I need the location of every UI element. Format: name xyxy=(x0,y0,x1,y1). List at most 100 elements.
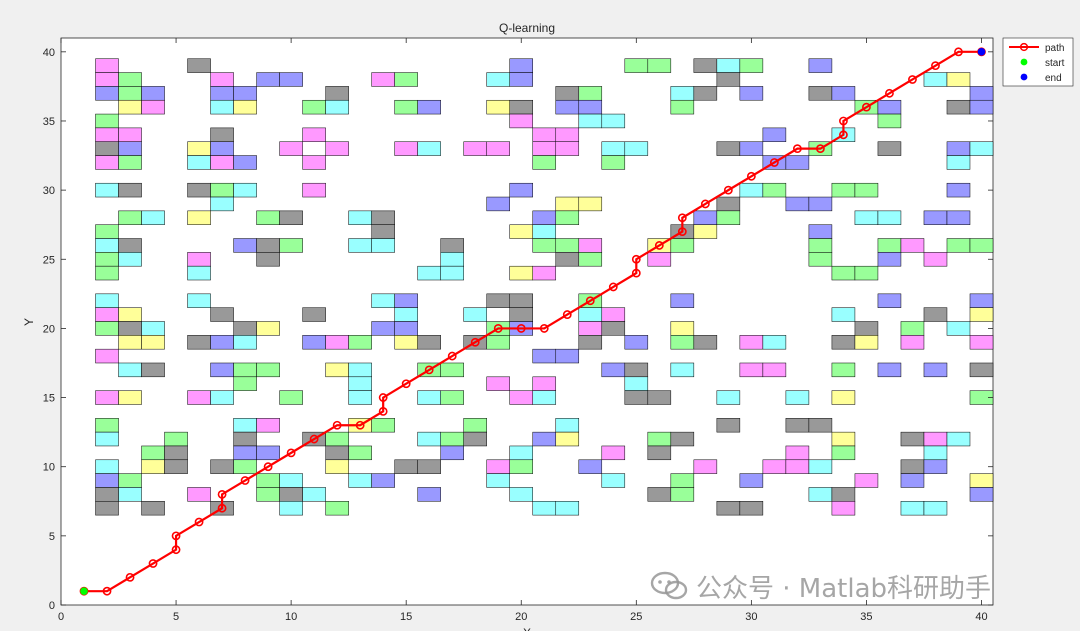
obstacle-cell xyxy=(187,293,211,308)
obstacle-cell xyxy=(302,99,326,115)
obstacle-cell xyxy=(946,210,971,225)
obstacle-cell xyxy=(716,390,741,405)
obstacle-cell xyxy=(877,293,902,308)
obstacle-cell xyxy=(647,487,672,502)
obstacle-cell xyxy=(210,72,234,87)
obstacle-cell xyxy=(187,390,211,405)
obstacle-cell xyxy=(187,487,211,502)
obstacle-cell xyxy=(854,182,879,198)
y-tick-label: 20 xyxy=(43,323,55,335)
path-point xyxy=(816,144,825,154)
obstacle-cell xyxy=(95,182,119,198)
obstacle-cell xyxy=(187,182,211,198)
axis-ticks: 0 5 10 15 20 25 30 35 40 0 5 10 15 20 25 30 35 40 xyxy=(43,38,993,623)
obstacle-cell xyxy=(279,487,303,502)
legend[interactable]: path start end xyxy=(1002,37,1074,87)
obstacle-cell xyxy=(693,459,718,474)
obstacle-cell xyxy=(808,487,833,502)
obstacle-cell xyxy=(670,321,695,336)
obstacle-cell xyxy=(187,155,211,170)
path-point xyxy=(493,324,503,333)
obstacle-cell xyxy=(877,362,902,378)
obstacle-cell xyxy=(647,58,672,73)
obstacle-cell xyxy=(555,127,580,142)
obstacle-cell xyxy=(141,321,165,336)
obstacle-cell xyxy=(210,99,234,115)
obstacle-cell xyxy=(279,501,303,516)
obstacle-cell xyxy=(532,348,557,364)
obstacle-cell xyxy=(762,362,787,378)
obstacle-cell xyxy=(95,501,119,516)
obstacle-cell xyxy=(509,459,534,474)
obstacle-cell xyxy=(348,445,372,461)
obstacle-cell xyxy=(532,224,557,239)
obstacle-cell xyxy=(486,335,510,350)
obstacle-cell xyxy=(371,210,395,225)
obstacle-cell xyxy=(923,362,948,378)
obstacle-cell xyxy=(256,252,280,267)
obstacle-cell xyxy=(118,141,142,156)
obstacle-cell xyxy=(210,196,234,212)
obstacle-cell xyxy=(233,362,257,378)
obstacle-cell xyxy=(210,307,234,322)
obstacle-cell xyxy=(141,362,165,378)
path-point xyxy=(424,365,434,375)
obstacle-cell xyxy=(95,487,119,502)
obstacle-cell xyxy=(417,141,441,156)
path-point xyxy=(263,462,273,472)
obstacle-cell xyxy=(118,362,142,378)
obstacle-cell xyxy=(440,431,464,447)
obstacle-cell xyxy=(578,238,603,253)
obstacle-cell xyxy=(187,210,211,225)
obstacle-cell xyxy=(95,431,119,447)
obstacle-cell xyxy=(624,335,649,350)
obstacle-cell xyxy=(118,210,142,225)
obstacle-cell xyxy=(578,113,603,129)
obstacle-cell xyxy=(325,445,349,461)
obstacle-cell xyxy=(808,196,833,212)
path-point xyxy=(240,476,250,485)
obstacle-cell xyxy=(578,196,603,212)
obstacle-cell xyxy=(233,238,257,253)
obstacle-cell xyxy=(509,265,534,281)
obstacle-cell xyxy=(877,210,902,225)
obstacle-cell xyxy=(95,265,119,281)
obstacle-cell xyxy=(808,252,833,267)
obstacle-cell xyxy=(141,459,165,474)
obstacle-cell xyxy=(555,99,580,115)
obstacle-cell xyxy=(95,72,119,87)
obstacle-cell xyxy=(509,293,534,308)
obstacle-cell xyxy=(302,487,326,502)
obstacle-cell xyxy=(555,86,580,101)
path-point xyxy=(631,254,641,264)
obstacle-cell xyxy=(601,113,626,129)
obstacle-cell xyxy=(739,335,764,350)
obstacle-cell xyxy=(831,431,856,447)
obstacle-cell xyxy=(187,58,211,73)
obstacle-cell xyxy=(233,321,257,336)
obstacle-cell xyxy=(624,362,649,378)
obstacle-cell xyxy=(923,501,948,516)
obstacle-cell xyxy=(762,459,787,474)
obstacle-cell xyxy=(95,321,119,336)
obstacle-cell xyxy=(532,376,557,391)
obstacle-cell xyxy=(509,487,534,502)
obstacle-cell xyxy=(555,196,580,212)
obstacle-cell xyxy=(417,431,441,447)
obstacle-cell xyxy=(601,473,626,488)
obstacle-cell xyxy=(693,86,718,101)
obstacle-cell xyxy=(279,390,303,405)
obstacle-cell xyxy=(187,265,211,281)
obstacle-cell xyxy=(417,265,441,281)
obstacle-cell xyxy=(187,335,211,350)
obstacle-cell xyxy=(946,72,971,87)
path-point xyxy=(562,310,572,319)
obstacle-cell xyxy=(555,238,580,253)
path-point xyxy=(378,406,388,416)
obstacle-cell xyxy=(233,376,257,391)
obstacle-cell xyxy=(256,445,280,461)
obstacle-cell xyxy=(900,335,925,350)
obstacle-cell xyxy=(716,141,741,156)
obstacle-cell xyxy=(187,252,211,267)
obstacle-cell xyxy=(210,141,234,156)
